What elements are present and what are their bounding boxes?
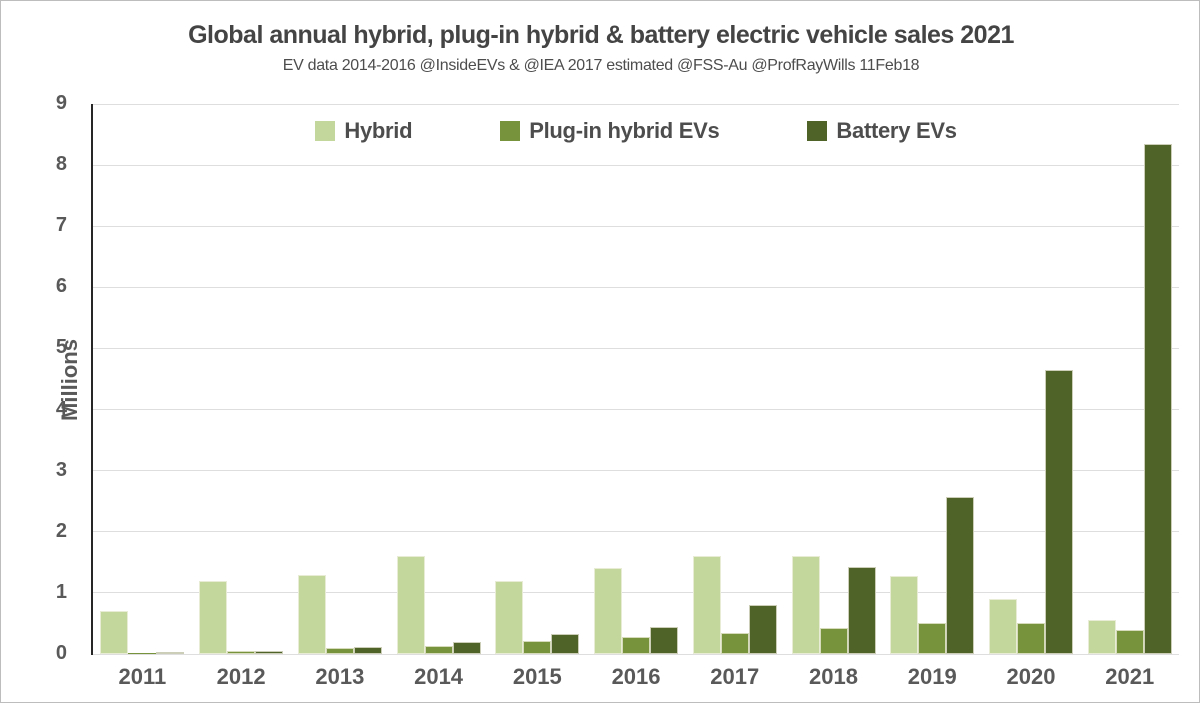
- bar-battery-evs-2019: [946, 496, 975, 654]
- x-tick-label-2015: 2015: [512, 664, 562, 689]
- bar-hybrid-2016: [594, 568, 623, 654]
- bar-hybrid-2019: [890, 575, 919, 654]
- bar-group-2016: [587, 104, 686, 654]
- bar-group-2021: [1080, 104, 1179, 654]
- x-tick-label-2021: 2021: [1105, 664, 1155, 689]
- chart-title: Global annual hybrid, plug-in hybrid & b…: [188, 21, 1014, 49]
- bar-hybrid-2014: [396, 556, 425, 654]
- bar-hybrid-2017: [692, 556, 721, 654]
- bar-plug-in-hybrid-evs-2018: [819, 627, 848, 654]
- gridline-9: [93, 103, 1179, 105]
- x-tick-label-2014: 2014: [414, 664, 464, 689]
- bar-group-2018: [784, 104, 883, 654]
- bar-hybrid-2018: [791, 556, 820, 654]
- bar-plug-in-hybrid-evs-2013: [325, 647, 354, 654]
- x-tick-label-2017: 2017: [710, 664, 760, 689]
- y-tick-label-9: 9: [55, 92, 67, 114]
- x-tick-label-2016: 2016: [611, 664, 661, 689]
- bar-plug-in-hybrid-evs-2015: [523, 640, 552, 654]
- gridline-7: [93, 225, 1179, 227]
- bar-battery-evs-2013: [353, 647, 382, 654]
- gridline-4: [93, 409, 1179, 411]
- x-tick-label-2013: 2013: [315, 664, 365, 689]
- bar-group-2015: [488, 104, 587, 654]
- y-tick-label-6: 6: [55, 275, 67, 298]
- bar-plug-in-hybrid-evs-2011: [128, 653, 157, 654]
- y-tick-label-8: 8: [55, 153, 67, 176]
- bar-battery-evs-2016: [650, 626, 679, 654]
- x-tick-label-2020: 2020: [1006, 664, 1056, 689]
- bar-group-2020: [982, 104, 1081, 654]
- y-tick-label-0: 0: [55, 642, 67, 664]
- bar-plug-in-hybrid-evs-2014: [424, 646, 453, 654]
- gridline-5: [93, 347, 1179, 349]
- x-tick-label-2019: 2019: [907, 664, 957, 689]
- y-axis-line: [91, 104, 93, 655]
- chart-subtitle: EV data 2014-2016 @InsideEVs & @IEA 2017…: [282, 57, 920, 74]
- bar-battery-evs-2018: [847, 566, 876, 654]
- y-axis-title: Millions: [57, 339, 82, 421]
- bar-plug-in-hybrid-evs-2012: [227, 650, 256, 654]
- bar-hybrid-2012: [199, 580, 228, 654]
- x-tick-label-2012: 2012: [216, 664, 266, 689]
- y-tick-label-1: 1: [55, 580, 67, 603]
- gridline-2: [93, 531, 1179, 533]
- bar-group-2019: [883, 104, 982, 654]
- bar-hybrid-2011: [100, 611, 129, 654]
- bar-hybrid-2021: [1087, 620, 1116, 654]
- bar-group-2012: [192, 104, 291, 654]
- bar-battery-evs-2015: [551, 633, 580, 654]
- y-tick-label-7: 7: [55, 214, 67, 237]
- bar-plug-in-hybrid-evs-2019: [918, 623, 947, 654]
- bar-battery-evs-2011: [156, 651, 185, 654]
- bar-battery-evs-2020: [1044, 369, 1073, 654]
- bar-group-2017: [685, 104, 784, 654]
- x-axis-labels: 2011 2012 2013 2014 2015 2016 2017 2018 2019 2020…: [93, 664, 1179, 690]
- bar-plug-in-hybrid-evs-2020: [1016, 623, 1045, 654]
- bar-battery-evs-2017: [748, 605, 777, 654]
- gridline-0: [93, 653, 1179, 655]
- bar-hybrid-2015: [495, 580, 524, 654]
- bar-plug-in-hybrid-evs-2017: [720, 632, 749, 654]
- bar-plug-in-hybrid-evs-2016: [622, 636, 651, 654]
- x-tick-label-2018: 2018: [809, 664, 858, 689]
- bar-group-2013: [290, 104, 389, 654]
- bar-hybrid-2013: [297, 574, 326, 654]
- y-tick-label-5: 5: [55, 336, 67, 359]
- gridline-6: [93, 286, 1179, 288]
- gridline-3: [93, 470, 1179, 472]
- y-tick-label-2: 2: [55, 519, 67, 542]
- bar-battery-evs-2012: [255, 650, 284, 654]
- bar-battery-evs-2021: [1143, 143, 1172, 654]
- gridline-1: [93, 592, 1179, 594]
- x-tick-label-2011: 2011: [118, 664, 167, 689]
- bar-battery-evs-2014: [452, 642, 481, 654]
- gridline-8: [93, 164, 1179, 166]
- y-tick-label-3: 3: [55, 458, 67, 481]
- y-tick-label-4: 4: [55, 397, 67, 420]
- bar-group-2014: [389, 104, 488, 654]
- bar-hybrid-2020: [988, 599, 1017, 654]
- bar-group-2011: [93, 104, 192, 654]
- bar-series-container: [93, 104, 1179, 654]
- bar-plug-in-hybrid-evs-2021: [1115, 629, 1144, 654]
